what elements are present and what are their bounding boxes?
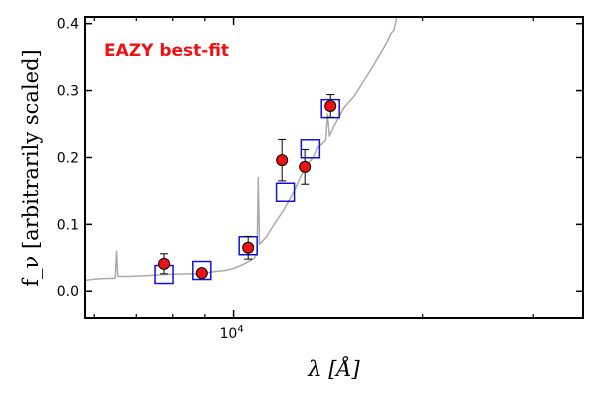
x-tick-label-base: 10 — [219, 326, 237, 342]
x-axis-title: λ [Å] — [307, 356, 360, 381]
model-photometry-square — [275, 182, 296, 202]
annotation: EAZY best-fit — [104, 41, 229, 61]
observed-point — [195, 267, 208, 280]
observed-point — [242, 241, 255, 254]
model-photometry-square — [300, 139, 321, 159]
observed-point — [324, 99, 337, 112]
x-tick-label: 104 — [219, 324, 243, 342]
y-tick-label: 0.4 — [57, 17, 79, 33]
x-tick-label-exponent: 4 — [237, 324, 243, 335]
y-tick-label: 0.1 — [57, 217, 79, 233]
y-axis-title: f_ν [arbitrarily scaled] — [19, 49, 43, 286]
observed-point — [276, 154, 289, 167]
y-tick-label: 0.0 — [57, 284, 79, 300]
observed-point — [158, 257, 171, 270]
observed-point — [299, 160, 312, 173]
plot-frame — [84, 16, 584, 319]
model-photometry-square — [192, 260, 212, 281]
y-tick-label: 0.2 — [57, 150, 79, 166]
y-tick-label: 0.3 — [57, 84, 79, 100]
